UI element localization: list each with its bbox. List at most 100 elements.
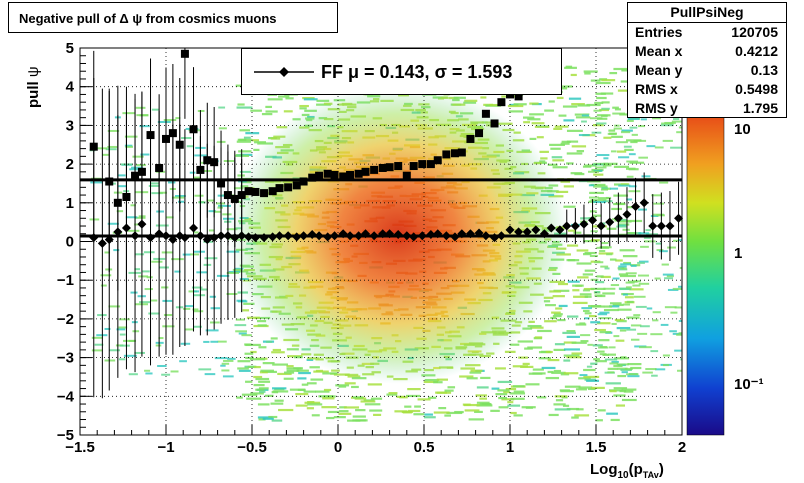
y-tick-label: 4 [66,79,75,96]
mean-point [546,223,556,233]
mean-point [409,232,419,242]
mean-point [639,198,649,208]
legend: FF μ = 0.143, σ = 1.593 [241,48,562,95]
mean-point [505,225,515,235]
mean-point [89,233,99,243]
y-tick-label: −1 [57,272,74,289]
y-tick-label: 0 [66,234,74,251]
mean-point [385,229,395,239]
mean-point [450,232,460,242]
mean-point [307,230,317,240]
x-tick-label: −1 [157,439,174,456]
y-axis-title: pull ψ [25,66,42,108]
axis-ticks: −1.5 −1 −0.5 0 0.5 1 1.5 2 −5 −4 −3 −2 −1 0 1 2 3 4 5 10 1 10… [57,40,764,456]
mean-point [555,225,565,235]
sigma-point [402,171,411,180]
mean-point [299,231,309,241]
mean-point [570,221,580,231]
x-tick-label: −1.5 [65,439,95,456]
mean-point [146,233,156,243]
sigma-point [339,172,348,181]
mean-point [338,229,348,239]
sigma-point [385,163,394,172]
mean-point [402,231,412,241]
sigma-point [426,160,435,169]
y-tick-label: 1 [66,195,74,212]
mean-point [613,213,623,223]
sigma-point [275,184,284,193]
mean-point [378,229,388,239]
sigma-point [251,187,260,196]
mean-point [230,233,240,243]
mean-point [195,231,205,241]
x-tick-label: 0 [334,439,342,456]
mean-point [323,232,333,242]
mean-point [104,235,114,245]
x-tick-label: −0.5 [237,439,267,456]
x-tick-label: 0.5 [414,439,435,456]
mean-point [354,231,364,241]
mean-point [393,230,403,240]
x-tick-label: 1 [506,439,514,456]
mean-point [539,229,549,239]
mean-point [154,229,164,239]
stats-name: PullPsiNeg [628,3,786,23]
colorbar-tick-label: 10⁻¹ [734,376,764,393]
sigma-point [330,170,339,179]
mean-point [665,221,675,231]
sigma-point [315,171,324,180]
mean-point [130,231,140,241]
sigma-point [433,156,442,165]
sigma-point [450,149,459,158]
mean-point [137,219,147,229]
sigma-point [180,49,189,58]
mean-point [656,221,666,231]
sigma-point [378,163,387,172]
sigma-point [346,170,355,179]
mean-point [426,230,436,240]
plot-title: Negative pull of Δ ψ from cosmics muons [8,2,338,33]
sigma-point [481,109,490,118]
mean-point [481,231,491,241]
sigma-point [299,177,308,186]
mean-point [361,229,371,239]
mean-point [292,232,302,242]
x-axis-title: Log10(pTAv) [590,461,664,481]
mean-point [113,227,123,237]
y-tick-label: 5 [66,40,74,57]
sigma-point [370,165,379,174]
mean-point [369,231,379,241]
sigma-point [442,150,451,159]
colorbar-tick-label: 10 [734,121,751,138]
stats-box: PullPsiNeg Entries 120705 Mean x 0.4212 Me… [627,2,787,118]
stats-row-mean-x: Mean x 0.4212 [635,43,778,59]
sigma-point [354,169,363,178]
mean-point [579,219,589,229]
mean-point [216,231,226,241]
mean-point [168,235,178,245]
stats-row-mean-y: Mean y 0.13 [635,62,778,78]
mean-point [250,233,260,243]
sigma-point [361,167,370,176]
mean-point [465,229,475,239]
stats-row-rms-x: RMS x 0.5498 [635,81,778,97]
sigma-point [292,181,301,190]
mean-point [268,232,278,242]
mean-point [345,231,355,241]
sigma-point [418,160,427,169]
sigma-point [244,187,253,196]
sigma-point [514,92,523,101]
mean-point [674,213,684,223]
x-tick-label: 1.5 [586,439,607,456]
stats-row-rms-y: RMS y 1.795 [635,100,778,116]
stats-row-entries: Entries 120705 [635,24,778,40]
mean-point [596,221,606,231]
mean-point [161,231,171,241]
mean-point [433,229,443,239]
mean-point [189,223,199,233]
y-tick-label: −5 [57,427,74,444]
x-tick-label: 2 [678,439,686,456]
mean-point [496,231,506,241]
mean-point [531,225,541,235]
y-tick-label: 3 [66,117,74,134]
